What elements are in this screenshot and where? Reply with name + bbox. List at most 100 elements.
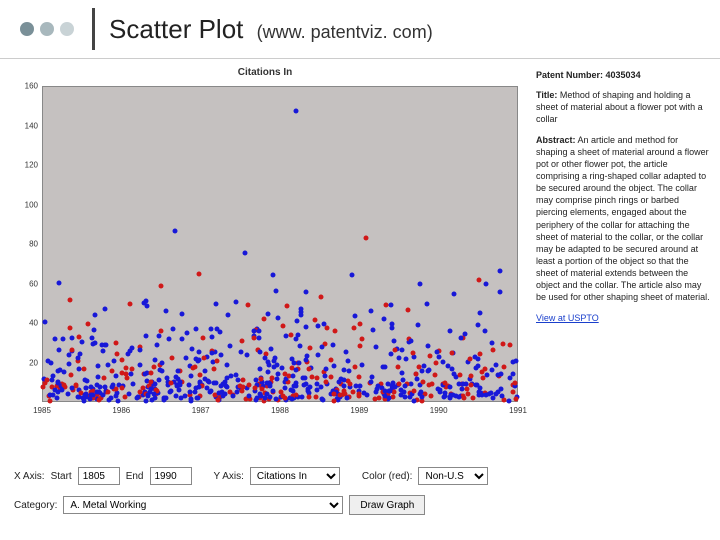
data-point[interactable] <box>426 382 431 387</box>
data-point[interactable] <box>268 346 273 351</box>
data-point[interactable] <box>267 381 272 386</box>
data-point[interactable] <box>258 376 263 381</box>
data-point[interactable] <box>329 358 334 363</box>
data-point[interactable] <box>270 272 275 277</box>
data-point[interactable] <box>233 299 238 304</box>
data-point[interactable] <box>91 328 96 333</box>
data-point[interactable] <box>414 377 419 382</box>
data-point[interactable] <box>477 277 482 282</box>
data-point[interactable] <box>332 329 337 334</box>
data-point[interactable] <box>65 391 70 396</box>
data-point[interactable] <box>474 365 479 370</box>
data-point[interactable] <box>345 359 350 364</box>
data-point[interactable] <box>196 350 201 355</box>
data-point[interactable] <box>246 382 251 387</box>
data-point[interactable] <box>183 356 188 361</box>
data-point[interactable] <box>359 336 364 341</box>
data-point[interactable] <box>230 394 235 399</box>
data-point[interactable] <box>257 335 262 340</box>
data-point[interactable] <box>138 362 143 367</box>
data-point[interactable] <box>387 396 392 401</box>
data-point[interactable] <box>490 348 495 353</box>
data-point[interactable] <box>79 340 84 345</box>
data-point[interactable] <box>228 343 233 348</box>
data-point[interactable] <box>156 378 161 383</box>
data-point[interactable] <box>338 393 343 398</box>
data-point[interactable] <box>341 383 346 388</box>
data-point[interactable] <box>483 328 488 333</box>
data-point[interactable] <box>193 365 198 370</box>
data-point[interactable] <box>292 361 297 366</box>
data-point[interactable] <box>211 380 216 385</box>
data-point[interactable] <box>122 395 127 400</box>
data-point[interactable] <box>461 395 466 400</box>
data-point[interactable] <box>272 355 277 360</box>
data-point[interactable] <box>410 351 415 356</box>
data-point[interactable] <box>376 396 381 401</box>
color-select[interactable]: Non-U.S <box>418 467 488 485</box>
data-point[interactable] <box>204 385 209 390</box>
data-point[interactable] <box>267 394 272 399</box>
data-point[interactable] <box>389 303 394 308</box>
data-point[interactable] <box>352 313 357 318</box>
data-point[interactable] <box>295 318 300 323</box>
data-point[interactable] <box>420 380 425 385</box>
data-point[interactable] <box>298 343 303 348</box>
data-point[interactable] <box>221 382 226 387</box>
data-point[interactable] <box>101 376 106 381</box>
data-point[interactable] <box>359 363 364 368</box>
data-point[interactable] <box>369 308 374 313</box>
data-point[interactable] <box>484 282 489 287</box>
data-point[interactable] <box>96 374 101 379</box>
data-point[interactable] <box>320 397 325 402</box>
data-point[interactable] <box>391 339 396 344</box>
data-point[interactable] <box>96 389 101 394</box>
data-point[interactable] <box>170 356 175 361</box>
data-point[interactable] <box>69 385 74 390</box>
data-point[interactable] <box>194 326 199 331</box>
data-point[interactable] <box>242 251 247 256</box>
data-point[interactable] <box>499 372 504 377</box>
data-point[interactable] <box>331 398 336 403</box>
data-point[interactable] <box>459 336 464 341</box>
data-point[interactable] <box>109 368 114 373</box>
data-point[interactable] <box>369 380 374 385</box>
data-point[interactable] <box>500 393 505 398</box>
data-point[interactable] <box>274 377 279 382</box>
data-point[interactable] <box>163 396 168 401</box>
data-point[interactable] <box>180 311 185 316</box>
data-point[interactable] <box>408 338 413 343</box>
data-point[interactable] <box>48 393 53 398</box>
data-point[interactable] <box>189 398 194 403</box>
data-point[interactable] <box>464 386 469 391</box>
data-point[interactable] <box>43 320 48 325</box>
data-point[interactable] <box>67 325 72 330</box>
data-point[interactable] <box>403 357 408 362</box>
data-point[interactable] <box>341 368 346 373</box>
data-point[interactable] <box>49 378 54 383</box>
data-point[interactable] <box>513 397 518 402</box>
data-point[interactable] <box>352 325 357 330</box>
data-point[interactable] <box>201 336 206 341</box>
data-point[interactable] <box>390 326 395 331</box>
data-point[interactable] <box>129 372 134 377</box>
data-point[interactable] <box>77 334 82 339</box>
data-point[interactable] <box>283 371 288 376</box>
data-point[interactable] <box>507 376 512 381</box>
data-point[interactable] <box>196 385 201 390</box>
data-point[interactable] <box>257 349 262 354</box>
data-point[interactable] <box>130 382 135 387</box>
data-point[interactable] <box>507 398 512 403</box>
data-point[interactable] <box>496 390 501 395</box>
data-point[interactable] <box>274 288 279 293</box>
data-point[interactable] <box>164 376 169 381</box>
data-point[interactable] <box>171 327 176 332</box>
data-point[interactable] <box>127 349 132 354</box>
data-point[interactable] <box>114 374 119 379</box>
data-point[interactable] <box>175 376 180 381</box>
data-point[interactable] <box>375 384 380 389</box>
data-point[interactable] <box>89 384 94 389</box>
data-point[interactable] <box>266 311 271 316</box>
data-point[interactable] <box>315 375 320 380</box>
data-point[interactable] <box>426 344 431 349</box>
